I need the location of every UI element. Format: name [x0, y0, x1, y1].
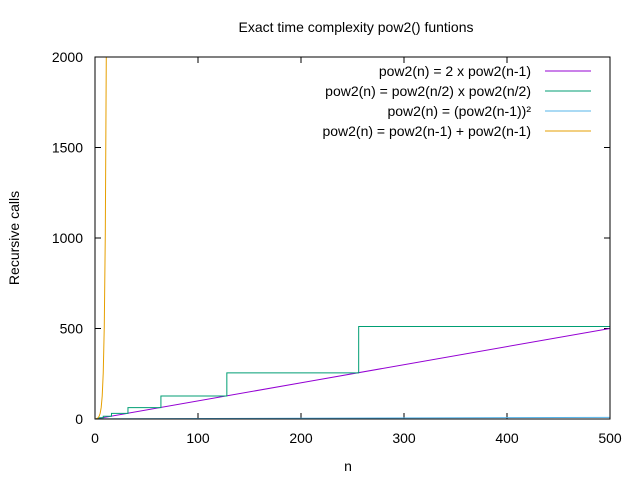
legend: pow2(n) = 2 x pow2(n-1) pow2(n) = pow2(n/…: [322, 63, 591, 139]
y-tick-label: 1500: [52, 140, 83, 156]
legend-label-4: pow2(n) = pow2(n-1) + pow2(n-1): [322, 123, 531, 139]
legend-label-3: pow2(n) = (pow2(n-1))²: [387, 103, 531, 119]
series-line-4: [95, 57, 107, 419]
y-tick-label: 2000: [52, 49, 83, 65]
plot-frame: [94, 56, 611, 420]
x-tick-label: 100: [186, 430, 210, 446]
x-tick-label: 200: [289, 430, 313, 446]
series-line-1: [95, 328, 610, 419]
x-tick-label: 400: [495, 430, 519, 446]
y-tick-label: 0: [75, 411, 83, 427]
y-tick-label: 500: [60, 321, 84, 337]
y-axis-label: Recursive calls: [6, 191, 22, 285]
axis-ticks: 0 100 200 300 400 500 0 500 1000 1500 2000: [52, 49, 622, 446]
chart-title: Exact time complexity pow2() funtions: [239, 19, 474, 35]
y-tick-label: 1000: [52, 230, 83, 246]
x-tick-label: 500: [598, 430, 622, 446]
x-tick-label: 0: [91, 430, 99, 446]
x-axis-label: n: [344, 458, 352, 474]
legend-label-1: pow2(n) = 2 x pow2(n-1): [379, 63, 531, 79]
legend-label-2: pow2(n) = pow2(n/2) x pow2(n/2): [325, 83, 531, 99]
x-tick-label: 300: [392, 430, 416, 446]
